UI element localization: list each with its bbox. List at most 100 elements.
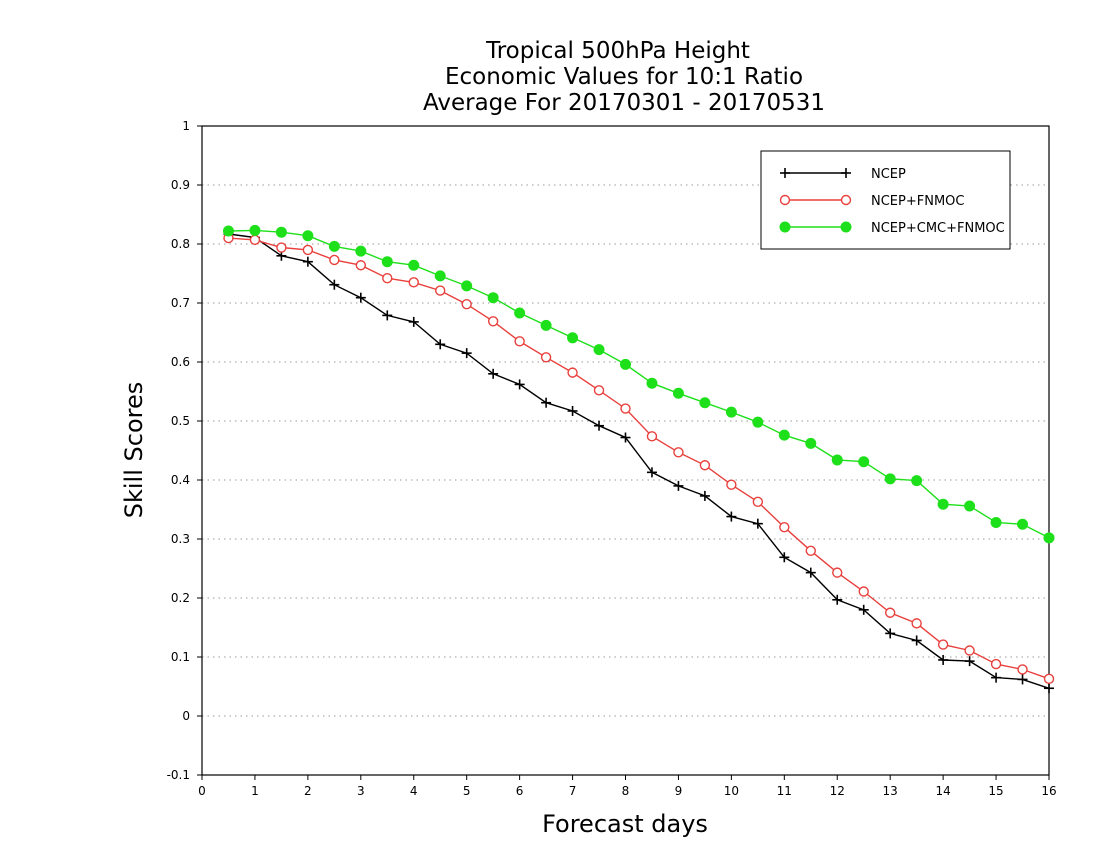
data-point xyxy=(435,285,446,296)
data-point xyxy=(594,420,605,431)
data-point xyxy=(329,279,340,290)
legend: NCEP NCEP+FNMOC NCEP+CMC+FNMOC xyxy=(760,150,1011,250)
series-line xyxy=(228,237,1050,680)
y-tick-label: 0.1 xyxy=(171,650,190,664)
data-point xyxy=(1017,518,1029,530)
chart-title: Tropical 500hPa Height Economic Values f… xyxy=(423,38,825,116)
data-point xyxy=(249,234,261,246)
data-point xyxy=(964,500,976,512)
data-point xyxy=(434,270,446,282)
data-point xyxy=(726,479,737,490)
data-point xyxy=(858,586,869,597)
y-tick-label: 0 xyxy=(182,709,190,723)
legend-marker xyxy=(840,221,852,233)
data-point xyxy=(329,254,340,266)
data-point xyxy=(461,348,472,359)
data-point xyxy=(699,397,711,409)
data-point xyxy=(276,242,287,253)
x-tick-label: 1 xyxy=(251,784,259,798)
grid xyxy=(202,184,1049,717)
data-point xyxy=(302,256,313,267)
data-point xyxy=(408,316,419,327)
data-point xyxy=(673,480,684,491)
data-point xyxy=(1043,673,1055,685)
y-tick-label: 1 xyxy=(182,119,190,133)
data-point xyxy=(302,244,314,256)
axes: -0.100.10.20.30.40.50.60.70.80.910 1 2 3 4 5 6… xyxy=(167,119,1057,798)
x-tick-label: 8 xyxy=(622,784,630,798)
data-point xyxy=(752,518,763,529)
data-point xyxy=(541,397,552,408)
data-point xyxy=(355,260,367,271)
data-point xyxy=(752,416,764,428)
data-point xyxy=(858,604,869,615)
data-point xyxy=(938,654,949,665)
x-tick-label: 7 xyxy=(569,784,577,798)
data-point xyxy=(593,344,605,356)
data-point xyxy=(884,473,896,485)
data-point xyxy=(673,447,684,458)
data-point xyxy=(779,522,790,533)
data-point xyxy=(514,336,525,347)
y-tick-label: 0.3 xyxy=(171,532,190,546)
x-tick-label: 11 xyxy=(777,784,792,798)
x-tick-label: 13 xyxy=(883,784,898,798)
data-point xyxy=(699,490,710,501)
legend-marker xyxy=(841,168,851,178)
x-tick-label: 16 xyxy=(1041,784,1056,798)
data-point xyxy=(911,618,922,629)
x-tick-label: 5 xyxy=(463,784,471,798)
title-line-2: Economic Values for 10:1 Ratio xyxy=(445,64,803,90)
data-point xyxy=(355,292,366,303)
x-tick-label: 6 xyxy=(516,784,524,798)
legend-item: NCEP xyxy=(780,167,906,182)
data-point xyxy=(725,406,737,418)
legend-marker xyxy=(840,194,852,206)
series-layer xyxy=(222,224,1055,694)
data-point xyxy=(435,339,446,350)
legend-marker xyxy=(779,194,791,206)
data-point xyxy=(964,656,975,667)
data-point xyxy=(355,245,367,257)
y-tick-label: 0.2 xyxy=(171,591,190,605)
legend-marker xyxy=(780,168,790,178)
data-point xyxy=(752,496,764,508)
y-tick-label: 0.5 xyxy=(171,414,190,428)
legend-item: NCEP+FNMOC xyxy=(779,194,964,209)
data-point xyxy=(885,628,896,639)
series-line xyxy=(228,229,1050,539)
data-point xyxy=(964,645,975,656)
data-point xyxy=(991,672,1002,683)
x-tick-label: 14 xyxy=(935,784,950,798)
data-point xyxy=(832,567,843,578)
data-point xyxy=(249,224,261,236)
data-point xyxy=(302,230,314,242)
y-tick-label: 0.4 xyxy=(171,473,190,487)
y-axis-title: Skill Scores xyxy=(120,382,148,519)
x-axis-title: Forecast days xyxy=(542,810,708,838)
data-point xyxy=(831,454,843,466)
data-point xyxy=(990,516,1002,528)
data-point xyxy=(408,259,420,271)
data-point xyxy=(488,368,499,379)
legend-label: NCEP+CMC+FNMOC xyxy=(871,221,1005,236)
data-point xyxy=(593,385,605,396)
title-line-3: Average For 20170301 - 20170531 xyxy=(423,90,825,116)
data-point xyxy=(937,498,949,510)
x-tick-label: 4 xyxy=(410,784,418,798)
series-ncep-cmc-fnmoc xyxy=(222,224,1055,544)
x-tick-label: 0 xyxy=(198,784,206,798)
legend-label: NCEP+FNMOC xyxy=(871,194,964,209)
plot-frame xyxy=(201,125,1050,776)
data-point xyxy=(567,332,579,344)
data-point xyxy=(382,273,393,284)
data-point xyxy=(911,635,922,646)
data-point xyxy=(461,298,472,310)
data-point xyxy=(540,352,552,363)
data-point xyxy=(408,277,419,288)
data-point xyxy=(514,379,525,390)
data-point xyxy=(1044,683,1054,694)
data-point xyxy=(1043,532,1055,544)
y-tick-label: 0.8 xyxy=(171,237,190,251)
